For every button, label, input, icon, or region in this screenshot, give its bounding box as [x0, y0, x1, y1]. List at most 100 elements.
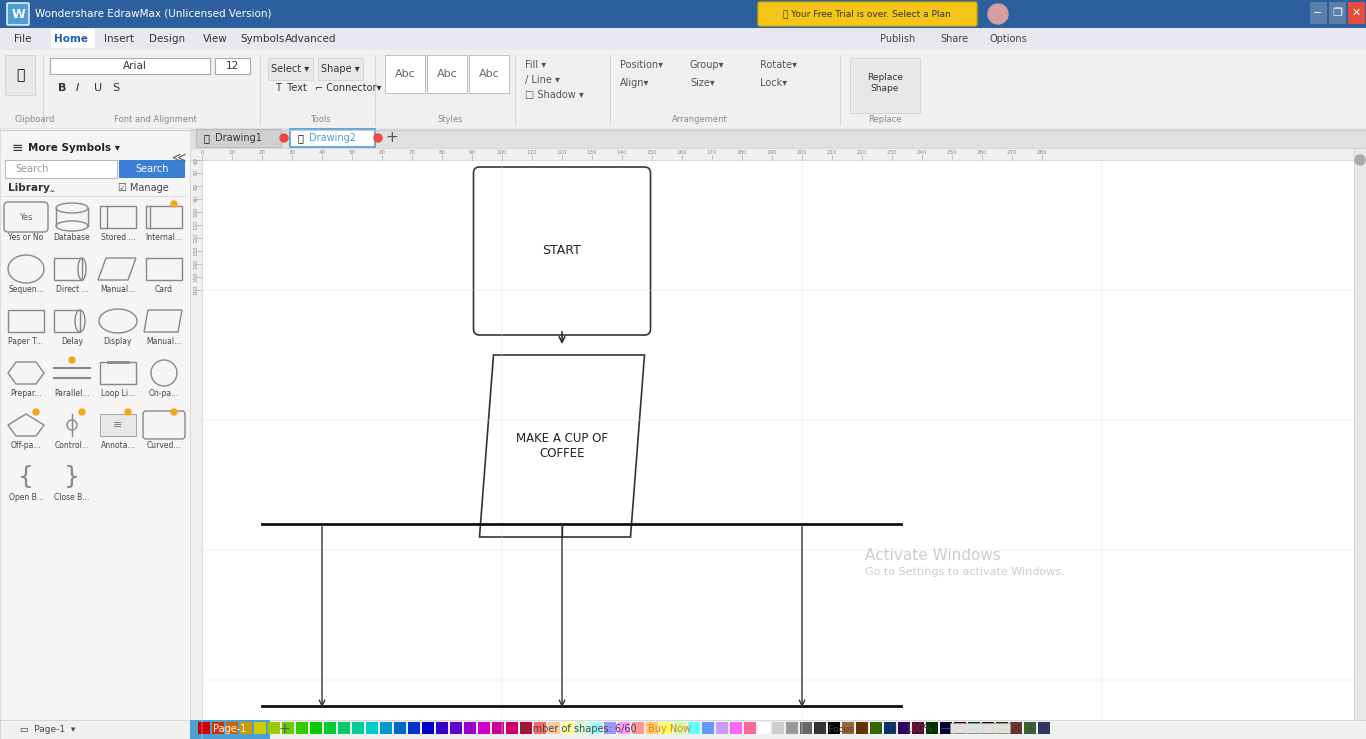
- Text: Annota...: Annota...: [101, 440, 135, 449]
- Text: ⦿: ⦿: [891, 724, 896, 734]
- Text: 70: 70: [408, 151, 415, 155]
- Text: ⌐ Connector▾: ⌐ Connector▾: [316, 83, 381, 93]
- Text: 120: 120: [557, 151, 567, 155]
- Text: ✕: ✕: [1351, 8, 1361, 18]
- FancyBboxPatch shape: [268, 722, 280, 734]
- FancyBboxPatch shape: [729, 722, 742, 734]
- Text: Manual...: Manual...: [146, 336, 182, 346]
- FancyBboxPatch shape: [190, 148, 1366, 160]
- Text: 40: 40: [318, 151, 325, 155]
- Text: Stored ...: Stored ...: [101, 233, 135, 242]
- FancyBboxPatch shape: [195, 129, 281, 147]
- Text: Wondershare EdrawMax (Unlicensed Version): Wondershare EdrawMax (Unlicensed Version…: [36, 9, 272, 19]
- FancyBboxPatch shape: [422, 722, 434, 734]
- FancyBboxPatch shape: [716, 722, 728, 734]
- Text: On-pa...: On-pa...: [149, 389, 179, 398]
- FancyBboxPatch shape: [296, 722, 307, 734]
- Text: B: B: [57, 83, 67, 93]
- FancyBboxPatch shape: [119, 160, 184, 178]
- Text: Tools: Tools: [310, 115, 331, 124]
- FancyBboxPatch shape: [688, 722, 699, 734]
- FancyBboxPatch shape: [385, 55, 425, 93]
- Text: 250: 250: [947, 151, 958, 155]
- Text: ≡: ≡: [12, 141, 23, 155]
- FancyBboxPatch shape: [744, 722, 755, 734]
- FancyBboxPatch shape: [856, 722, 867, 734]
- Text: {: {: [18, 465, 34, 489]
- FancyBboxPatch shape: [1038, 722, 1050, 734]
- FancyBboxPatch shape: [534, 722, 546, 734]
- Text: 90: 90: [469, 151, 475, 155]
- FancyBboxPatch shape: [214, 58, 250, 74]
- Text: Rotate▾: Rotate▾: [759, 60, 796, 70]
- Text: Activate Windows: Activate Windows: [865, 548, 1001, 562]
- Circle shape: [280, 134, 288, 142]
- Text: Replace: Replace: [869, 115, 902, 124]
- Text: Prepar...: Prepar...: [11, 389, 42, 398]
- Text: Size▾: Size▾: [690, 78, 714, 88]
- FancyBboxPatch shape: [772, 722, 784, 734]
- FancyBboxPatch shape: [366, 722, 378, 734]
- Text: +: +: [279, 722, 290, 736]
- FancyBboxPatch shape: [190, 720, 270, 739]
- Circle shape: [79, 409, 85, 415]
- Text: Loop Li...: Loop Li...: [101, 389, 135, 398]
- Text: Yes: Yes: [19, 213, 33, 222]
- Text: 0: 0: [201, 151, 204, 155]
- Text: View: View: [202, 34, 227, 44]
- FancyBboxPatch shape: [785, 722, 798, 734]
- FancyBboxPatch shape: [51, 29, 96, 48]
- Text: 130: 130: [587, 151, 597, 155]
- Text: / Line ▾: / Line ▾: [525, 75, 560, 85]
- FancyBboxPatch shape: [100, 414, 137, 436]
- FancyBboxPatch shape: [478, 722, 490, 734]
- Text: 230: 230: [887, 151, 897, 155]
- FancyBboxPatch shape: [996, 722, 1008, 734]
- Text: 190: 190: [766, 151, 777, 155]
- Text: Select ▾: Select ▾: [270, 64, 309, 74]
- Text: 260: 260: [977, 151, 988, 155]
- FancyBboxPatch shape: [1348, 2, 1365, 24]
- FancyBboxPatch shape: [897, 722, 910, 734]
- Text: More Symbols ▾: More Symbols ▾: [27, 143, 120, 153]
- Text: 12: 12: [225, 61, 239, 71]
- FancyBboxPatch shape: [290, 129, 376, 147]
- Text: 50: 50: [348, 151, 355, 155]
- FancyBboxPatch shape: [561, 722, 574, 734]
- Text: Go to Settings to activate Windows.: Go to Settings to activate Windows.: [865, 567, 1064, 577]
- FancyBboxPatch shape: [0, 720, 1366, 739]
- FancyBboxPatch shape: [800, 722, 811, 734]
- Text: Options: Options: [990, 34, 1027, 44]
- Text: Symbols: Symbols: [240, 34, 285, 44]
- FancyBboxPatch shape: [926, 722, 938, 734]
- Text: 280: 280: [1037, 151, 1048, 155]
- Text: ≡: ≡: [113, 420, 123, 430]
- FancyBboxPatch shape: [949, 723, 1009, 733]
- Text: ▭  Page-1  ▾: ▭ Page-1 ▾: [20, 724, 75, 734]
- FancyBboxPatch shape: [1354, 148, 1366, 739]
- Text: Font and Alignment: Font and Alignment: [113, 115, 197, 124]
- FancyBboxPatch shape: [548, 722, 560, 734]
- Text: −: −: [940, 722, 952, 736]
- FancyBboxPatch shape: [393, 722, 406, 734]
- Text: Search: Search: [15, 164, 49, 174]
- Text: Clipboard: Clipboard: [15, 115, 55, 124]
- Text: S: S: [112, 83, 119, 93]
- Text: 150: 150: [646, 151, 657, 155]
- Text: 90: 90: [194, 196, 198, 202]
- Text: Advanced: Advanced: [285, 34, 337, 44]
- Text: ‸‸: ‸‸: [51, 183, 56, 192]
- Text: Abc: Abc: [395, 69, 415, 79]
- Text: Abc: Abc: [478, 69, 500, 79]
- FancyBboxPatch shape: [310, 722, 322, 734]
- Text: Drawing2: Drawing2: [309, 133, 357, 143]
- Text: Shape ▾: Shape ▾: [321, 64, 359, 74]
- FancyBboxPatch shape: [632, 722, 643, 734]
- Text: 60: 60: [194, 157, 198, 163]
- Text: MAKE A CUP OF
COFFEE: MAKE A CUP OF COFFEE: [516, 432, 608, 460]
- Text: File: File: [14, 34, 31, 44]
- Text: Replace
Shape: Replace Shape: [867, 73, 903, 92]
- FancyBboxPatch shape: [953, 722, 966, 734]
- Text: Parallel...: Parallel...: [55, 389, 90, 398]
- Polygon shape: [479, 355, 645, 537]
